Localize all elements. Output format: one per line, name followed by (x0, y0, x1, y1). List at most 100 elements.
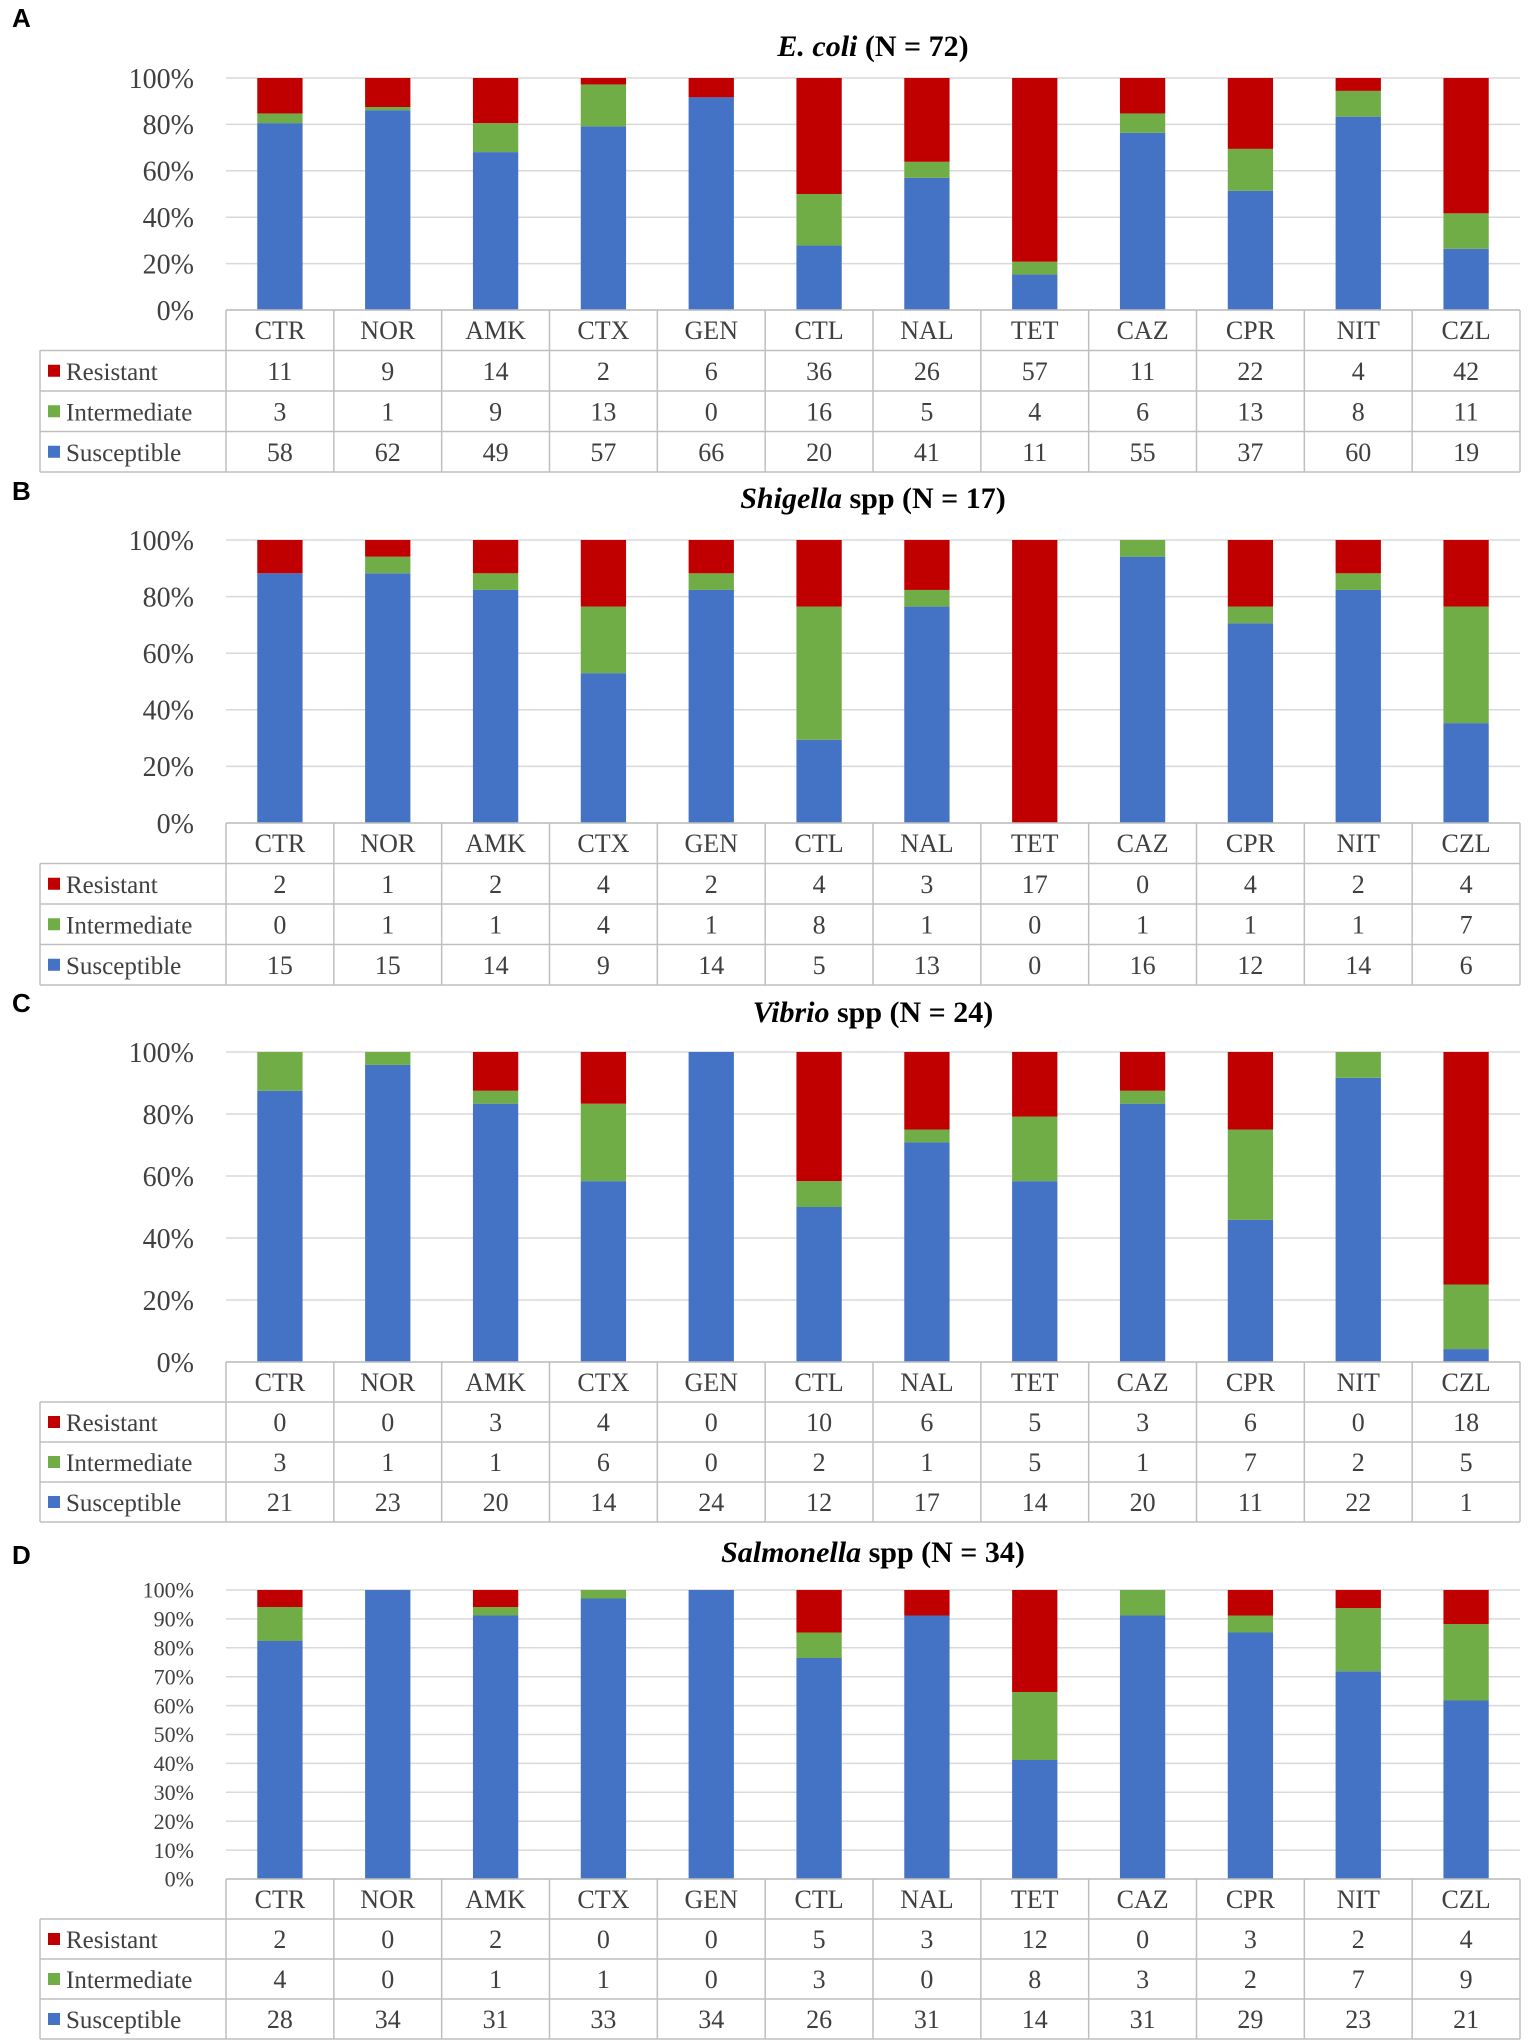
bar-tet-resistant (1012, 540, 1058, 823)
data-label: 11 (1238, 1488, 1263, 1517)
y-tick-label: 30% (154, 1780, 194, 1805)
data-label: 31 (914, 2005, 940, 2034)
data-label: 31 (1130, 2005, 1156, 2034)
bar-gen-susceptible (688, 1590, 734, 1879)
legend-label-susceptible: Susceptible (66, 440, 181, 467)
bar-ctl-resistant (796, 1052, 842, 1182)
bar-cpr-susceptible (1227, 623, 1274, 823)
data-label: 9 (597, 951, 610, 980)
y-tick-label: 60% (154, 1693, 194, 1718)
legend-label-susceptible: Susceptible (66, 2007, 181, 2034)
bar-tet-resistant (1012, 1052, 1058, 1117)
data-label: 0 (705, 397, 718, 426)
bar-cpr-intermediate (1227, 1129, 1274, 1220)
data-label: 10 (806, 1408, 832, 1437)
x-tick-label: CTX (577, 829, 629, 858)
y-tick-label: 100% (129, 64, 194, 95)
data-label: 4 (1460, 1925, 1473, 1954)
x-tick-label: NAL (900, 1368, 953, 1397)
bar-cpr-susceptible (1227, 190, 1274, 310)
data-label: 7 (1244, 1448, 1257, 1477)
x-tick-label: CZL (1442, 829, 1491, 858)
data-label: 3 (1136, 1965, 1149, 1994)
x-tick-label: CAZ (1117, 1368, 1169, 1397)
bar-ctx-resistant (580, 540, 627, 607)
bar-ctx-intermediate (580, 1590, 627, 1599)
data-label: 22 (1345, 1488, 1371, 1517)
bar-czl-resistant (1443, 1590, 1489, 1624)
data-label: 26 (914, 357, 940, 386)
data-label: 57 (1022, 357, 1048, 386)
x-tick-label: NOR (360, 829, 416, 858)
data-label: 20 (806, 438, 832, 467)
bar-amk-intermediate (472, 123, 519, 153)
bar-cpr-resistant (1227, 1052, 1274, 1130)
chart-title-organism: Shigella (740, 482, 842, 515)
bar-czl-intermediate (1443, 1624, 1489, 1701)
bar-gen-resistant (688, 78, 734, 98)
legend-label-intermediate: Intermediate (66, 912, 192, 939)
bar-czl-susceptible (1443, 1349, 1489, 1362)
data-label: 13 (914, 951, 940, 980)
bar-ctx-susceptible (580, 1181, 627, 1362)
bar-caz-intermediate (1119, 1590, 1166, 1616)
data-label: 23 (375, 1488, 401, 1517)
data-label: 28 (267, 2005, 293, 2034)
bar-ctl-susceptible (796, 739, 842, 823)
data-label: 7 (1352, 1965, 1365, 1994)
data-label: 3 (1244, 1925, 1257, 1954)
data-label: 26 (806, 2005, 832, 2034)
data-label: 1 (381, 910, 394, 939)
x-tick-label: TET (1011, 1885, 1059, 1914)
data-label: 9 (489, 397, 502, 426)
data-label: 37 (1237, 438, 1263, 467)
data-label: 1 (489, 910, 502, 939)
y-tick-label: 70% (154, 1664, 194, 1689)
bar-cpr-intermediate (1227, 148, 1274, 191)
bar-ctl-resistant (796, 78, 842, 194)
bar-ctx-intermediate (580, 1103, 627, 1182)
data-label: 21 (1453, 2005, 1479, 2034)
y-tick-label: 100% (129, 526, 194, 557)
bar-ctr-resistant (257, 78, 303, 114)
data-label: 6 (597, 1448, 610, 1477)
x-tick-label: NIT (1337, 316, 1380, 345)
bar-ctr-susceptible (257, 1641, 303, 1879)
bar-cpr-resistant (1227, 1590, 1274, 1616)
bar-ctx-susceptible (580, 1598, 627, 1879)
bar-nit-intermediate (1335, 573, 1381, 590)
legend-key-susceptible (48, 1496, 60, 1508)
bar-tet-susceptible (1012, 1760, 1058, 1879)
data-label: 24 (698, 1488, 724, 1517)
data-label: 0 (705, 1925, 718, 1954)
data-label: 3 (273, 1448, 286, 1477)
x-tick-label: CTR (255, 829, 306, 858)
y-tick-label: 60% (143, 639, 194, 670)
chart-title-organism: E. coli (776, 30, 858, 63)
bar-ctr-susceptible (257, 573, 303, 823)
bar-tet-intermediate (1012, 1116, 1058, 1182)
data-label: 14 (1345, 951, 1371, 980)
y-tick-label: 60% (143, 1162, 194, 1193)
data-label: 17 (914, 1488, 940, 1517)
x-tick-label: CPR (1226, 1885, 1276, 1914)
data-label: 2 (273, 870, 286, 899)
data-label: 34 (375, 2005, 401, 2034)
data-label: 20 (1130, 1488, 1156, 1517)
bar-gen-susceptible (688, 1052, 734, 1362)
x-tick-label: CZL (1442, 1368, 1491, 1397)
data-label: 66 (698, 438, 724, 467)
bar-nal-susceptible (904, 1142, 950, 1362)
x-tick-label: NIT (1337, 1368, 1380, 1397)
data-label: 1 (489, 1965, 502, 1994)
y-tick-label: 40% (143, 1224, 194, 1255)
bar-ctr-intermediate (257, 1052, 303, 1091)
chart-title-count: spp (N = 24) (829, 996, 993, 1029)
x-tick-label: CTX (577, 1885, 629, 1914)
bar-nor-susceptible (365, 1590, 411, 1879)
chart-panel-d: D Salmonella spp (N = 34)0%10%20%30%40%50… (12, 1536, 1521, 2040)
data-label: 33 (590, 2005, 616, 2034)
data-label: 12 (1022, 1925, 1048, 1954)
bar-nit-intermediate (1335, 90, 1381, 117)
data-label: 0 (1352, 1408, 1365, 1437)
